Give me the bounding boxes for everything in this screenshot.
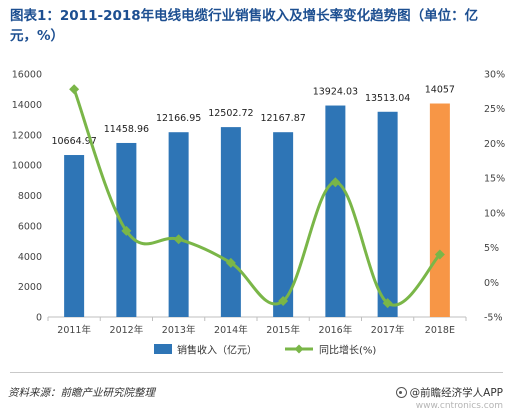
y-left-tick-label: 10000	[12, 161, 42, 172]
y-right-tick-label: 10%	[484, 208, 505, 219]
bar-sales-revenue	[325, 105, 346, 317]
x-tick-label: 2017年	[371, 324, 405, 336]
y-right-tick-label: -5%	[484, 313, 503, 324]
x-tick-label: 2015年	[266, 324, 300, 336]
bar-sales-revenue	[220, 127, 241, 318]
bar-value-label: 14057	[425, 85, 455, 96]
y-left-tick-label: 16000	[12, 70, 42, 81]
growth-rate-point	[434, 249, 445, 260]
bar-sales-revenue	[273, 132, 294, 317]
growth-rate-point	[225, 257, 236, 268]
y-left-tick-label: 14000	[12, 100, 42, 111]
x-tick-label: 2013年	[162, 324, 196, 336]
x-tick-label: 2018E	[425, 325, 455, 336]
bar-value-label: 11458.96	[104, 124, 149, 135]
x-tick-label: 2014年	[214, 324, 248, 336]
y-left-tick-label: 4000	[18, 252, 42, 263]
y-left-tick-label: 0	[36, 313, 42, 324]
legend-swatch-growth-marker	[294, 344, 304, 354]
bar-sales-revenue	[168, 132, 189, 317]
legend-label-sales: 销售收入（亿元）	[177, 344, 257, 357]
bar-value-label: 10664.97	[51, 136, 96, 147]
bar-value-label: 12502.72	[208, 108, 253, 119]
bar-sales-revenue	[377, 111, 398, 317]
brand-credit-text: @前瞻经济学人APP	[409, 387, 503, 399]
x-tick-label: 2012年	[110, 324, 144, 336]
y-right-tick-label: 15%	[484, 174, 505, 185]
footer-divider	[10, 372, 503, 373]
brand-logo-icon	[395, 387, 407, 398]
x-tick-label: 2011年	[57, 324, 91, 336]
brand-credit: @前瞻经济学人APP	[395, 385, 503, 400]
watermark-text: www.cntronics.com	[415, 401, 503, 411]
y-right-tick-label: 25%	[484, 104, 505, 115]
source-note: 资料来源：前瞻产业研究院整理	[8, 387, 155, 399]
bar-value-label: 12166.95	[156, 113, 201, 124]
growth-rate-point	[278, 296, 289, 307]
y-left-tick-label: 12000	[12, 130, 42, 141]
y-right-tick-label: 30%	[484, 70, 505, 81]
y-left-tick-label: 8000	[18, 191, 42, 202]
growth-rate-point	[173, 234, 184, 245]
x-tick-label: 2016年	[319, 324, 353, 336]
bar-value-label: 12167.87	[260, 113, 305, 124]
legend-swatch-sales	[154, 344, 172, 354]
bar-value-label: 13924.03	[313, 87, 358, 98]
bar-sales-revenue	[64, 155, 85, 317]
bar-value-label: 13513.04	[365, 93, 410, 104]
chart-title: 图表1：2011-2018年电线电缆行业销售收入及增长率变化趋势图（单位：亿元，…	[10, 8, 479, 44]
growth-rate-point	[121, 225, 132, 236]
growth-rate-point	[330, 177, 341, 188]
y-left-tick-label: 6000	[18, 221, 42, 232]
growth-rate-point	[382, 298, 393, 309]
y-right-tick-label: 20%	[484, 139, 505, 150]
bar-sales-revenue	[429, 103, 450, 318]
growth-rate-point	[69, 84, 80, 95]
y-left-tick-label: 2000	[18, 282, 42, 293]
y-right-tick-label: 5%	[484, 243, 499, 254]
y-right-tick-label: 0%	[484, 278, 499, 289]
legend-label-growth: 同比增长(%)	[319, 344, 376, 357]
